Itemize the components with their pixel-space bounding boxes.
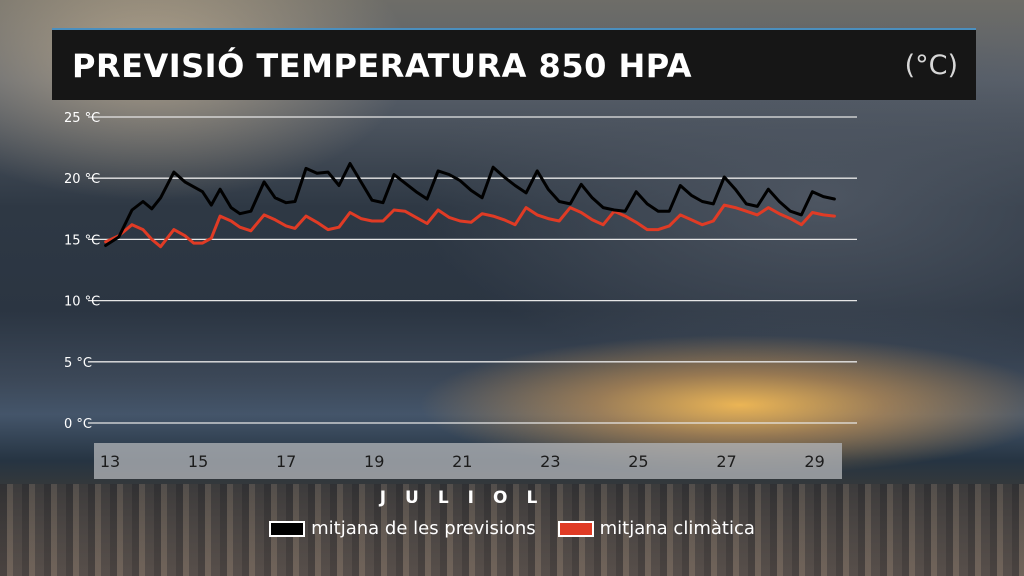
x-tick-label: 21 xyxy=(452,452,472,471)
y-tick-label: 25 °C xyxy=(64,111,100,126)
x-axis-label: JULIOL xyxy=(379,488,557,508)
grid-lines xyxy=(88,116,857,424)
legend: mitjana de les previsions mitjana climàt… xyxy=(0,518,1024,539)
x-axis-tick-labels: 13 15 17 19 21 23 25 27 29 xyxy=(100,452,825,471)
x-axis-band xyxy=(94,443,842,479)
legend-item-forecast: mitjana de les previsions xyxy=(269,518,536,539)
legend-label-climate: mitjana climàtica xyxy=(599,518,755,539)
legend-label-forecast: mitjana de les previsions xyxy=(311,518,536,539)
series-line-climate xyxy=(104,203,836,249)
city-skyline xyxy=(0,484,1024,576)
x-tick-label: 27 xyxy=(716,452,736,471)
x-tick-label: 13 xyxy=(100,452,120,471)
unit-label: (°C) xyxy=(904,50,958,81)
legend-swatch-climate xyxy=(557,520,594,537)
y-tick-label: 15 °C xyxy=(64,233,100,248)
y-tick-label: 0 °C xyxy=(64,417,92,432)
legend-item-climate: mitjana climàtica xyxy=(557,518,755,539)
y-axis-tick-labels: 0 °C 5 °C 10 °C 15 °C 20 °C 25 °C xyxy=(64,111,100,432)
y-tick-label: 20 °C xyxy=(64,172,100,187)
y-tick-label: 5 °C xyxy=(64,356,92,371)
chart-title: PREVISIÓ TEMPERATURA 850 HPA xyxy=(72,47,693,85)
series-lines xyxy=(104,162,836,249)
x-tick-label: 29 xyxy=(804,452,824,471)
x-tick-label: 25 xyxy=(628,452,648,471)
title-bar: PREVISIÓ TEMPERATURA 850 HPA (°C) xyxy=(52,28,976,100)
series-line-forecast xyxy=(104,162,836,247)
x-tick-label: 19 xyxy=(364,452,384,471)
x-tick-label: 17 xyxy=(276,452,296,471)
x-tick-label: 23 xyxy=(540,452,560,471)
x-tick-label: 15 xyxy=(188,452,208,471)
legend-swatch-forecast xyxy=(269,520,306,537)
y-tick-label: 10 °C xyxy=(64,295,100,310)
